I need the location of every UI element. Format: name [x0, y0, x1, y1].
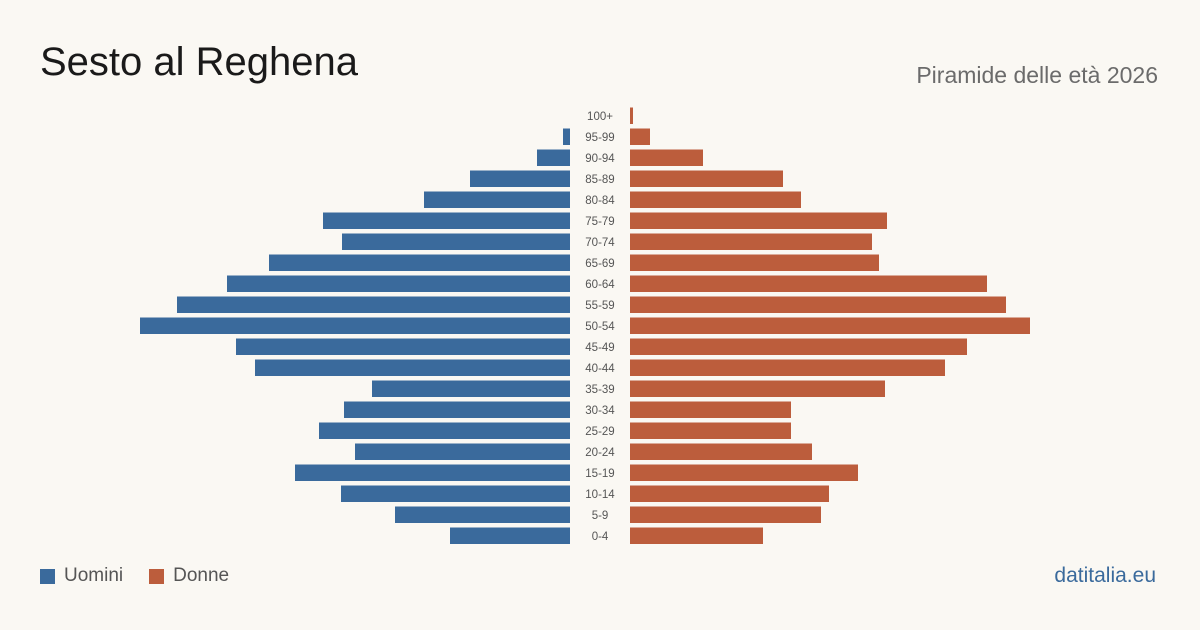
age-label-0-4: 0-4: [592, 531, 609, 543]
bar-female-25-29: [630, 422, 791, 439]
legend: Uomini Donne: [40, 565, 255, 587]
bar-female-75-79: [630, 212, 887, 229]
bar-male-30-34: [344, 401, 570, 418]
bar-female-30-34: [630, 401, 791, 418]
bar-male-50-54: [140, 317, 570, 334]
legend-swatch-male: [40, 568, 55, 584]
bar-female-90-94: [630, 149, 703, 166]
bar-female-40-44: [630, 359, 945, 376]
bar-male-40-44: [255, 359, 570, 376]
bar-male-60-64: [227, 275, 570, 292]
bar-female-10-14: [630, 485, 829, 502]
age-label-40-44: 40-44: [585, 363, 615, 375]
bar-male-25-29: [319, 422, 570, 439]
age-label-65-69: 65-69: [585, 258, 614, 270]
chart-subtitle: Piramide delle età 2026: [916, 62, 1158, 88]
bar-female-65-69: [630, 254, 879, 271]
bar-male-5-9: [395, 506, 570, 523]
legend-label-male: Uomini: [64, 565, 124, 586]
bar-female-20-24: [630, 443, 812, 460]
bar-male-70-74: [342, 233, 570, 250]
bar-male-15-19: [295, 464, 570, 481]
age-label-75-79: 75-79: [585, 216, 614, 228]
age-label-25-29: 25-29: [585, 426, 614, 438]
age-label-85-89: 85-89: [585, 174, 614, 186]
bar-male-45-49: [236, 338, 570, 355]
bar-female-15-19: [630, 464, 858, 481]
age-label-70-74: 70-74: [585, 237, 615, 249]
bar-female-55-59: [630, 296, 1006, 313]
legend-swatch-female: [149, 568, 165, 584]
bar-male-35-39: [372, 380, 570, 397]
bar-female-0-4: [630, 527, 763, 544]
age-label-55-59: 55-59: [585, 300, 614, 312]
legend-item-female: Donne: [149, 565, 229, 587]
legend-label-female: Donne: [173, 565, 230, 586]
bar-female-50-54: [630, 317, 1030, 334]
age-label-5-9: 5-9: [592, 510, 609, 522]
legend-item-male: Uomini: [40, 565, 123, 587]
age-label-95-99: 95-99: [585, 132, 614, 144]
age-label-60-64: 60-64: [585, 279, 615, 291]
age-label-35-39: 35-39: [585, 384, 614, 396]
bar-male-10-14: [341, 485, 570, 502]
age-label-10-14: 10-14: [585, 489, 615, 501]
bar-female-5-9: [630, 506, 821, 523]
age-label-80-84: 80-84: [585, 195, 615, 207]
age-label-100plus: 100+: [587, 111, 613, 123]
age-label-30-34: 30-34: [585, 405, 615, 417]
bar-male-85-89: [470, 170, 570, 187]
bar-male-55-59: [177, 296, 570, 313]
bar-female-35-39: [630, 380, 885, 397]
age-label-15-19: 15-19: [585, 468, 614, 480]
bar-male-20-24: [355, 443, 570, 460]
bar-male-0-4: [450, 527, 570, 544]
bar-female-95-99: [630, 128, 650, 145]
bar-female-100plus: [630, 107, 633, 124]
age-label-20-24: 20-24: [585, 447, 615, 459]
bar-female-45-49: [630, 338, 967, 355]
bar-male-80-84: [424, 191, 570, 208]
bar-male-90-94: [537, 149, 570, 166]
bar-male-75-79: [323, 212, 570, 229]
bar-female-85-89: [630, 170, 783, 187]
bar-female-60-64: [630, 275, 987, 292]
bar-male-95-99: [563, 128, 570, 145]
bar-female-80-84: [630, 191, 801, 208]
bar-female-70-74: [630, 233, 872, 250]
age-label-90-94: 90-94: [585, 153, 615, 165]
age-label-45-49: 45-49: [585, 342, 614, 354]
page-title: Sesto al Reghena: [40, 40, 359, 84]
bar-male-65-69: [269, 254, 570, 271]
age-label-50-54: 50-54: [585, 321, 615, 333]
brand-link[interactable]: datitalia.eu: [1054, 564, 1156, 587]
